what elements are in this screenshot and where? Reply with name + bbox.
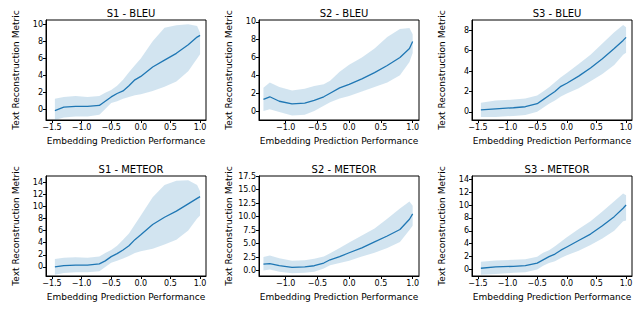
svg-text:0.0: 0.0 xyxy=(243,266,256,275)
svg-text:Embedding Prediction Performan: Embedding Prediction Performance xyxy=(260,292,419,302)
svg-text:6: 6 xyxy=(38,54,43,63)
svg-text:Text Reconstruction Metric: Text Reconstruction Metric xyxy=(224,10,234,130)
svg-text:0.5: 0.5 xyxy=(590,279,603,288)
svg-text:0: 0 xyxy=(251,107,256,116)
svg-text:−0.5: −0.5 xyxy=(527,123,546,132)
svg-text:−1.0: −1.0 xyxy=(276,279,295,288)
svg-text:6: 6 xyxy=(38,226,43,235)
svg-text:2.5: 2.5 xyxy=(243,253,256,262)
svg-text:12: 12 xyxy=(459,188,469,197)
svg-text:0.0: 0.0 xyxy=(134,279,147,288)
svg-text:4: 4 xyxy=(251,71,256,80)
svg-text:8: 8 xyxy=(38,37,43,46)
svg-text:0: 0 xyxy=(464,107,469,116)
svg-text:10: 10 xyxy=(246,17,256,26)
svg-text:S2 - METEOR: S2 - METEOR xyxy=(312,164,377,175)
svg-text:Embedding Prediction Performan: Embedding Prediction Performance xyxy=(47,136,206,146)
svg-text:15.0: 15.0 xyxy=(238,185,256,194)
svg-text:0.0: 0.0 xyxy=(560,123,573,132)
svg-text:4: 4 xyxy=(464,239,469,248)
svg-text:4: 4 xyxy=(464,67,469,76)
svg-text:0.0: 0.0 xyxy=(560,279,573,288)
svg-text:S1 - METEOR: S1 - METEOR xyxy=(99,164,164,175)
svg-text:Text Reconstruction Metric: Text Reconstruction Metric xyxy=(11,166,21,286)
svg-text:−1.0: −1.0 xyxy=(72,123,91,132)
svg-text:4: 4 xyxy=(38,71,43,80)
svg-text:−0.5: −0.5 xyxy=(527,279,546,288)
svg-text:−0.5: −0.5 xyxy=(101,123,120,132)
svg-text:−0.5: −0.5 xyxy=(101,279,120,288)
svg-text:8: 8 xyxy=(251,35,256,44)
svg-text:0.5: 0.5 xyxy=(590,123,603,132)
svg-text:0.0: 0.0 xyxy=(134,123,147,132)
svg-text:1.0: 1.0 xyxy=(406,123,419,132)
svg-text:14: 14 xyxy=(459,175,469,184)
svg-text:−0.5: −0.5 xyxy=(308,279,327,288)
svg-text:S3 - METEOR: S3 - METEOR xyxy=(525,164,590,175)
svg-text:12: 12 xyxy=(33,190,43,199)
svg-text:0.0: 0.0 xyxy=(343,123,356,132)
svg-text:2: 2 xyxy=(38,88,43,97)
svg-text:S1 - BLEU: S1 - BLEU xyxy=(107,8,156,19)
svg-text:2: 2 xyxy=(38,250,43,259)
svg-text:0: 0 xyxy=(38,262,43,271)
svg-text:17.5: 17.5 xyxy=(238,172,256,181)
svg-text:−1.0: −1.0 xyxy=(498,123,517,132)
svg-text:8: 8 xyxy=(464,213,469,222)
svg-text:10.0: 10.0 xyxy=(238,212,256,221)
svg-text:0.5: 0.5 xyxy=(375,123,388,132)
svg-text:1.0: 1.0 xyxy=(406,279,419,288)
svg-text:14: 14 xyxy=(33,178,43,187)
svg-text:Embedding Prediction Performan: Embedding Prediction Performance xyxy=(473,292,632,302)
svg-text:Text Reconstruction Metric: Text Reconstruction Metric xyxy=(224,166,234,286)
svg-text:−0.5: −0.5 xyxy=(308,123,327,132)
svg-text:Text Reconstruction Metric: Text Reconstruction Metric xyxy=(11,10,21,130)
svg-text:1.0: 1.0 xyxy=(194,123,207,132)
svg-text:0: 0 xyxy=(38,105,43,114)
svg-text:−1.0: −1.0 xyxy=(498,279,517,288)
svg-text:S3 - BLEU: S3 - BLEU xyxy=(533,8,582,19)
svg-text:0.5: 0.5 xyxy=(375,279,388,288)
svg-text:4: 4 xyxy=(38,238,43,247)
svg-text:Embedding Prediction Performan: Embedding Prediction Performance xyxy=(473,136,632,146)
svg-text:−1.0: −1.0 xyxy=(276,123,295,132)
svg-text:−1.5: −1.5 xyxy=(42,123,61,132)
svg-text:0.5: 0.5 xyxy=(164,123,177,132)
svg-text:Text Reconstruction Metric: Text Reconstruction Metric xyxy=(437,166,447,286)
svg-text:0.5: 0.5 xyxy=(164,279,177,288)
svg-text:−1.5: −1.5 xyxy=(468,123,487,132)
svg-text:10: 10 xyxy=(33,202,43,211)
svg-text:−1.0: −1.0 xyxy=(72,279,91,288)
svg-text:Text Reconstruction Metric: Text Reconstruction Metric xyxy=(437,10,447,130)
svg-text:−1.5: −1.5 xyxy=(468,279,487,288)
svg-text:8: 8 xyxy=(464,26,469,35)
svg-text:1.0: 1.0 xyxy=(620,279,633,288)
svg-text:2: 2 xyxy=(464,252,469,261)
svg-text:1.0: 1.0 xyxy=(194,279,207,288)
svg-text:10: 10 xyxy=(459,201,469,210)
svg-text:6: 6 xyxy=(464,226,469,235)
svg-text:6: 6 xyxy=(251,53,256,62)
svg-text:−1.5: −1.5 xyxy=(42,279,61,288)
svg-text:Embedding Prediction Performan: Embedding Prediction Performance xyxy=(260,136,419,146)
svg-text:0.0: 0.0 xyxy=(343,279,356,288)
svg-text:2: 2 xyxy=(464,87,469,96)
svg-text:7.5: 7.5 xyxy=(243,226,256,235)
svg-text:10: 10 xyxy=(33,20,43,29)
svg-text:0: 0 xyxy=(464,265,469,274)
svg-text:12.5: 12.5 xyxy=(238,199,256,208)
svg-text:5.0: 5.0 xyxy=(243,239,256,248)
svg-text:S2 - BLEU: S2 - BLEU xyxy=(320,8,369,19)
svg-text:6: 6 xyxy=(464,46,469,55)
svg-text:2: 2 xyxy=(251,89,256,98)
svg-text:8: 8 xyxy=(38,214,43,223)
svg-text:1.0: 1.0 xyxy=(620,123,633,132)
svg-text:Embedding Prediction Performan: Embedding Prediction Performance xyxy=(47,292,206,302)
